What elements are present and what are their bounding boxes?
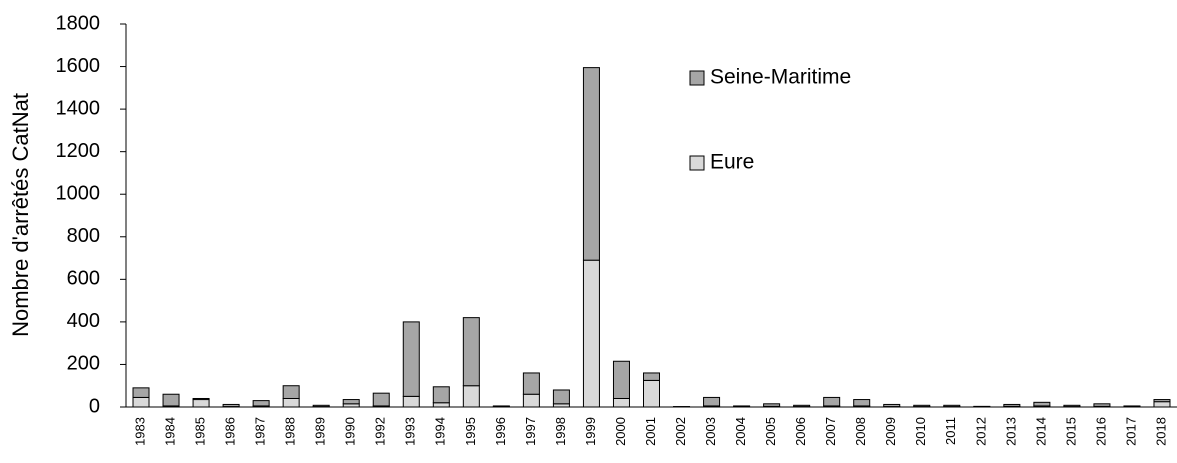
y-tick-label: 800	[67, 225, 100, 247]
x-tick-label: 1988	[283, 417, 298, 446]
bar-segment	[1033, 401, 1051, 407]
y-tick-label: 1400	[56, 97, 101, 119]
bar-segment	[883, 403, 901, 408]
bar-segment	[823, 396, 841, 407]
bar-segment	[1153, 401, 1171, 408]
x-tick-label: 1996	[493, 417, 508, 446]
bar-segment	[703, 396, 721, 407]
bar-segment	[522, 393, 540, 408]
x-tick-label: 2006	[793, 417, 808, 446]
bar-segment	[793, 404, 811, 408]
x-tick-label: 1984	[162, 417, 177, 446]
x-tick-label: 2012	[973, 417, 988, 446]
bar-segment	[132, 387, 150, 398]
bar-segment	[1153, 399, 1171, 403]
bar-segment	[462, 317, 480, 387]
bar-segment	[612, 360, 630, 399]
bar-segment	[643, 372, 660, 381]
x-tick-label: 2002	[673, 417, 688, 446]
x-tick-label: 1985	[193, 417, 208, 446]
bar-segment	[252, 400, 270, 407]
bar-segment	[312, 404, 330, 408]
bar-segment	[1063, 404, 1081, 408]
legend-swatch	[689, 155, 705, 171]
x-tick-label: 2009	[883, 417, 898, 446]
bar-segment	[612, 397, 630, 408]
x-tick-label: 2018	[1153, 417, 1168, 446]
x-tick-label: 2017	[1123, 417, 1138, 446]
x-tick-label: 1990	[343, 417, 358, 446]
y-tick-label: 200	[67, 353, 100, 375]
x-tick-label: 2013	[1003, 417, 1018, 446]
x-tick-label: 2005	[763, 417, 778, 446]
bar-segment	[402, 395, 420, 408]
legend-label: Eure	[710, 151, 754, 174]
x-tick-label: 2004	[733, 417, 748, 446]
legend-swatch	[689, 70, 705, 86]
x-tick-label: 2001	[643, 417, 658, 446]
x-tick-label: 2016	[1093, 417, 1108, 446]
bar-segment	[913, 404, 931, 408]
x-tick-label: 1993	[403, 417, 418, 446]
x-tick-label: 1995	[463, 417, 478, 446]
bar-segment	[522, 372, 540, 395]
bar-segment	[763, 403, 781, 407]
bar-segment	[402, 321, 420, 397]
x-tick-label: 2014	[1033, 417, 1048, 446]
bar-segment	[582, 259, 600, 408]
y-tick-label: 1800	[56, 12, 101, 34]
y-tick-label: 1200	[56, 140, 101, 162]
bar-segment	[192, 399, 210, 408]
x-tick-label: 2010	[913, 417, 928, 446]
bar-segment	[853, 399, 871, 407]
x-tick-label: 2011	[943, 417, 958, 445]
bar-segment	[1093, 403, 1111, 407]
x-tick-label: 1994	[433, 417, 448, 446]
bar-segment	[582, 67, 600, 261]
x-tick-label: 1983	[132, 417, 147, 446]
y-axis-label: Nombre d'arrêtés CatNat	[8, 93, 33, 337]
x-tick-label: 1997	[523, 417, 538, 446]
bar-segment	[132, 396, 150, 408]
bar-segment	[282, 385, 300, 399]
x-tick-label: 2003	[703, 417, 718, 446]
bar-segment	[222, 403, 240, 408]
bar-segment	[643, 379, 660, 408]
x-tick-label: 1992	[373, 417, 388, 446]
bar-segment	[432, 386, 450, 404]
y-tick-label: 400	[67, 310, 100, 332]
bar-segment	[492, 405, 510, 408]
bar-segment	[192, 397, 210, 401]
x-tick-label: 1986	[223, 417, 238, 446]
bar-segment	[162, 393, 180, 407]
y-tick-label: 600	[67, 268, 100, 290]
y-tick-label: 0	[89, 395, 100, 417]
bar-segment	[1003, 403, 1021, 407]
x-tick-label: 1999	[583, 417, 598, 446]
bar-segment	[943, 404, 961, 408]
x-tick-label: 2008	[853, 417, 868, 446]
x-tick-label: 1989	[313, 417, 328, 446]
bar-segment	[372, 392, 390, 407]
bar-segment	[282, 397, 300, 408]
x-tick-label: 1998	[553, 417, 568, 446]
x-tick-label: 2015	[1063, 417, 1078, 446]
bar-segment	[462, 385, 480, 408]
y-tick-label: 1000	[56, 183, 101, 205]
bar-segment	[342, 399, 360, 405]
bar-segment	[432, 402, 450, 408]
bar-segment	[552, 389, 570, 405]
x-tick-label: 2000	[613, 417, 628, 446]
legend-label: Seine-Maritime	[710, 66, 851, 89]
y-tick-label: 1600	[56, 55, 101, 77]
x-tick-label: 2007	[823, 417, 838, 446]
x-tick-label: 1987	[253, 417, 268, 446]
